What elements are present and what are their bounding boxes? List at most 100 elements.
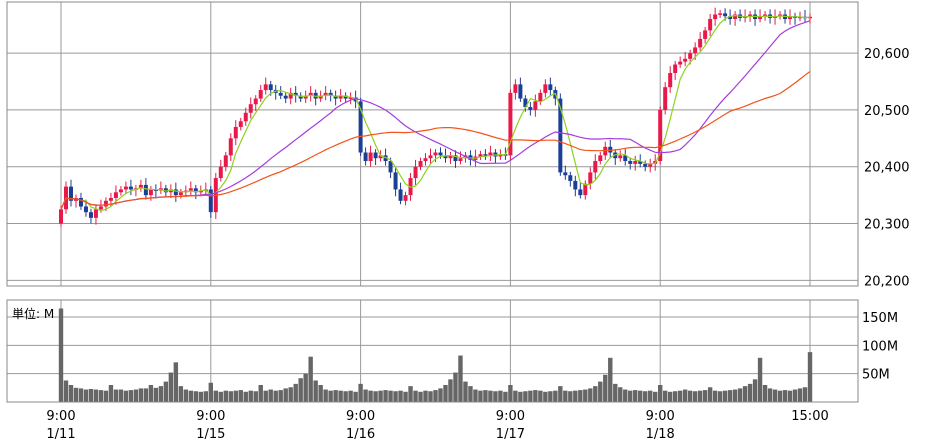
candle-body [458,158,463,162]
volume-bar [223,390,228,402]
volume-bar [737,388,743,402]
volume-bar [183,389,189,402]
volume-tick-label: 100M [862,339,898,354]
volume-bar [533,390,538,402]
volume-bar [503,391,508,402]
volume-bar [672,391,678,402]
candle-body [78,197,83,207]
volume-bar [633,390,638,402]
candle-body [518,84,523,99]
x-tick-date: 1/11 [46,427,75,442]
volume-bar [648,390,653,402]
volume-bar [148,385,154,402]
candle-body [583,183,588,196]
volume-bar [747,383,753,402]
candle-body [193,188,198,193]
volume-bar [138,388,144,402]
candle-body [83,206,88,213]
volume-bar [113,389,119,402]
candle-body [98,206,103,210]
volume-bar [143,388,149,402]
volume-bar [383,390,388,402]
candle-body [538,92,543,102]
volume-bar [518,391,523,402]
volume-bar [158,386,164,402]
volume-bar [123,390,129,402]
volume-bar [762,385,768,402]
volume-bar [662,390,668,402]
volume-bar [643,391,648,402]
volume-bar [553,390,558,402]
candle-body [713,14,718,20]
candle-body [588,172,593,184]
candle-body [138,184,143,189]
volume-bar [163,381,169,402]
volume-bar [717,391,723,402]
volume-bar [428,391,433,402]
volume-bar [198,391,204,402]
candle-body [188,188,193,191]
volume-bar [777,390,783,402]
volume-bar [293,383,298,402]
volume-bar [742,386,748,402]
volume-bar [208,382,213,402]
candle-body [638,161,643,164]
volume-bar [498,390,503,402]
x-tick-time: 9:00 [346,409,375,424]
volume-bar [722,390,728,402]
volume-bar [613,383,618,402]
candle-body [108,197,113,201]
volume-bar [128,390,134,402]
candle-body [398,189,403,201]
volume-series [58,308,813,402]
volume-bar [178,386,184,402]
candle-body [218,166,223,179]
candle-body [263,84,268,91]
candle-body [728,16,733,20]
candle-body [368,152,373,162]
volume-bar [203,391,209,402]
candle-body [178,192,183,196]
time-axis-labels: 9:00 1/11 9:00 1/15 9:00 1/16 9:00 1/17 9:00 1/18… [46,409,828,442]
volume-bar [707,387,713,402]
candle-body [488,152,493,156]
volume-bar [493,391,498,402]
volume-bar [807,352,813,402]
candle-body [693,47,698,54]
volume-bar [677,390,683,402]
candle-body [293,92,298,96]
volume-bar [303,373,308,402]
x-tick-time: 9:00 [496,409,525,424]
x-tick-time: 9:00 [646,409,675,424]
volume-bar [283,388,288,402]
volume-bar [682,389,688,402]
candle-body [403,195,408,201]
candle-body [243,112,248,122]
candle-body [328,92,333,96]
volume-panel-grid [7,300,858,402]
volume-bar [687,390,693,402]
price-axis-labels: 20,200 20,300 20,400 20,500 20,600 [864,47,910,289]
volume-bar [368,390,373,402]
candle-body [608,146,613,153]
price-panel-grid [7,2,858,286]
candle-body [288,92,293,99]
volume-bar [697,390,703,402]
volume-bar [423,390,428,402]
volume-bar [83,389,89,402]
volume-bar [253,391,258,402]
volume-bar [453,372,458,402]
candle-body [668,73,673,88]
candle-body [358,101,363,153]
x-tick-time: 9:00 [46,409,75,424]
candle-body [593,161,598,173]
candle-body [478,154,483,157]
ma-mid-line [60,20,811,210]
volume-bar [603,374,608,402]
candle-body [513,84,518,93]
volume-bar [258,385,263,402]
volume-bar [488,390,493,402]
price-tick-label: 20,600 [864,47,910,62]
volume-bar [228,391,233,402]
